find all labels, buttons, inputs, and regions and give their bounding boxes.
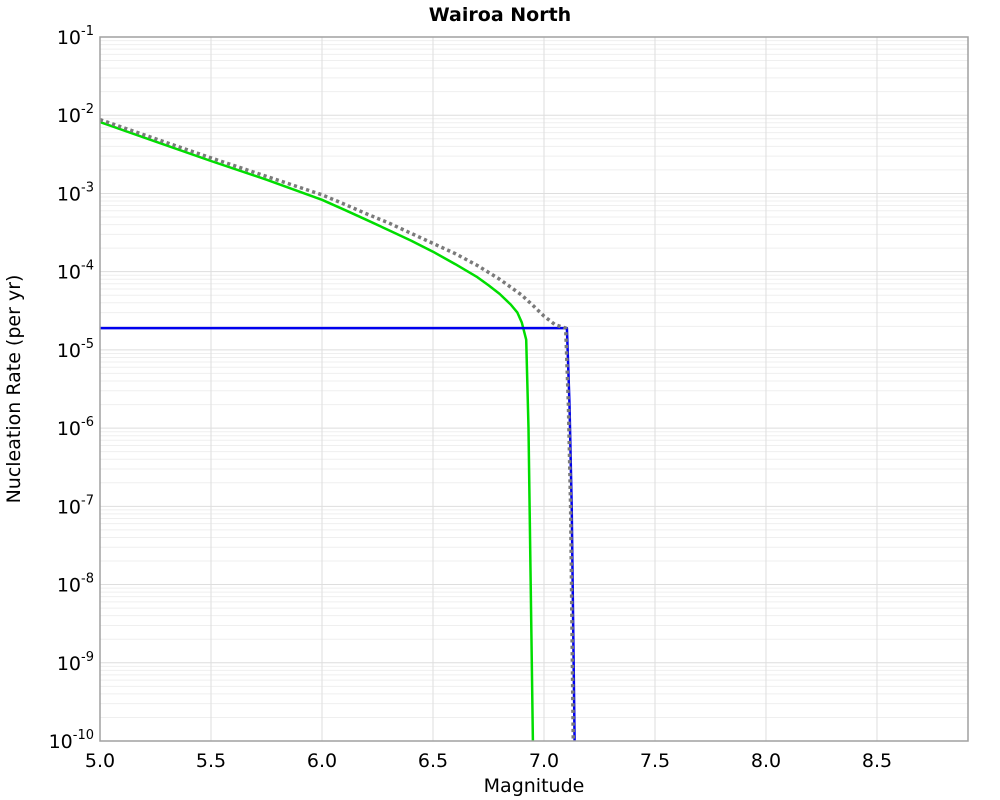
series-lines bbox=[100, 117, 576, 741]
x-tick-label: 6.0 bbox=[307, 750, 337, 772]
y-tick-label: 10-8 bbox=[57, 572, 94, 597]
x-tick-label: 6.5 bbox=[418, 750, 448, 772]
y-tick-labels: 10-1 10-2 10-3 10-4 10-5 10-6 10-7 10-8 10-9 10-1… bbox=[49, 24, 94, 753]
y-tick-label: 10-2 bbox=[57, 102, 94, 127]
chart-title: Wairoa North bbox=[429, 4, 571, 26]
y-tick-label: 10-3 bbox=[57, 180, 94, 205]
green-solid-mfd-line bbox=[100, 120, 535, 741]
x-axis-label: Magnitude bbox=[484, 775, 585, 797]
y-tick-label: 10-1 bbox=[57, 24, 94, 49]
y-tick-label: 10-10 bbox=[49, 728, 94, 753]
gray-dotted-total-mfd-line bbox=[100, 117, 576, 741]
plot-border bbox=[99, 36, 969, 742]
gridlines bbox=[99, 36, 968, 742]
blue-solid-characteristic-line bbox=[100, 326, 576, 741]
x-tick-label: 7.0 bbox=[529, 750, 559, 772]
x-tick-labels: 5.0 5.5 6.0 6.5 7.0 7.5 8.0 8.5 bbox=[85, 750, 892, 772]
x-tick-label: 8.0 bbox=[751, 750, 781, 772]
y-tick-label: 10-6 bbox=[57, 415, 94, 440]
y-axis-label: Nucleation Rate (per yr) bbox=[3, 275, 25, 504]
x-tick-label: 8.5 bbox=[862, 750, 892, 772]
y-tick-label: 10-9 bbox=[57, 650, 94, 675]
y-tick-label: 10-4 bbox=[57, 259, 94, 284]
x-tick-label: 7.5 bbox=[640, 750, 670, 772]
x-tick-label: 5.5 bbox=[196, 750, 226, 772]
y-tick-label: 10-7 bbox=[57, 493, 94, 518]
y-tick-label: 10-5 bbox=[57, 337, 94, 362]
x-tick-label: 5.0 bbox=[85, 750, 115, 772]
